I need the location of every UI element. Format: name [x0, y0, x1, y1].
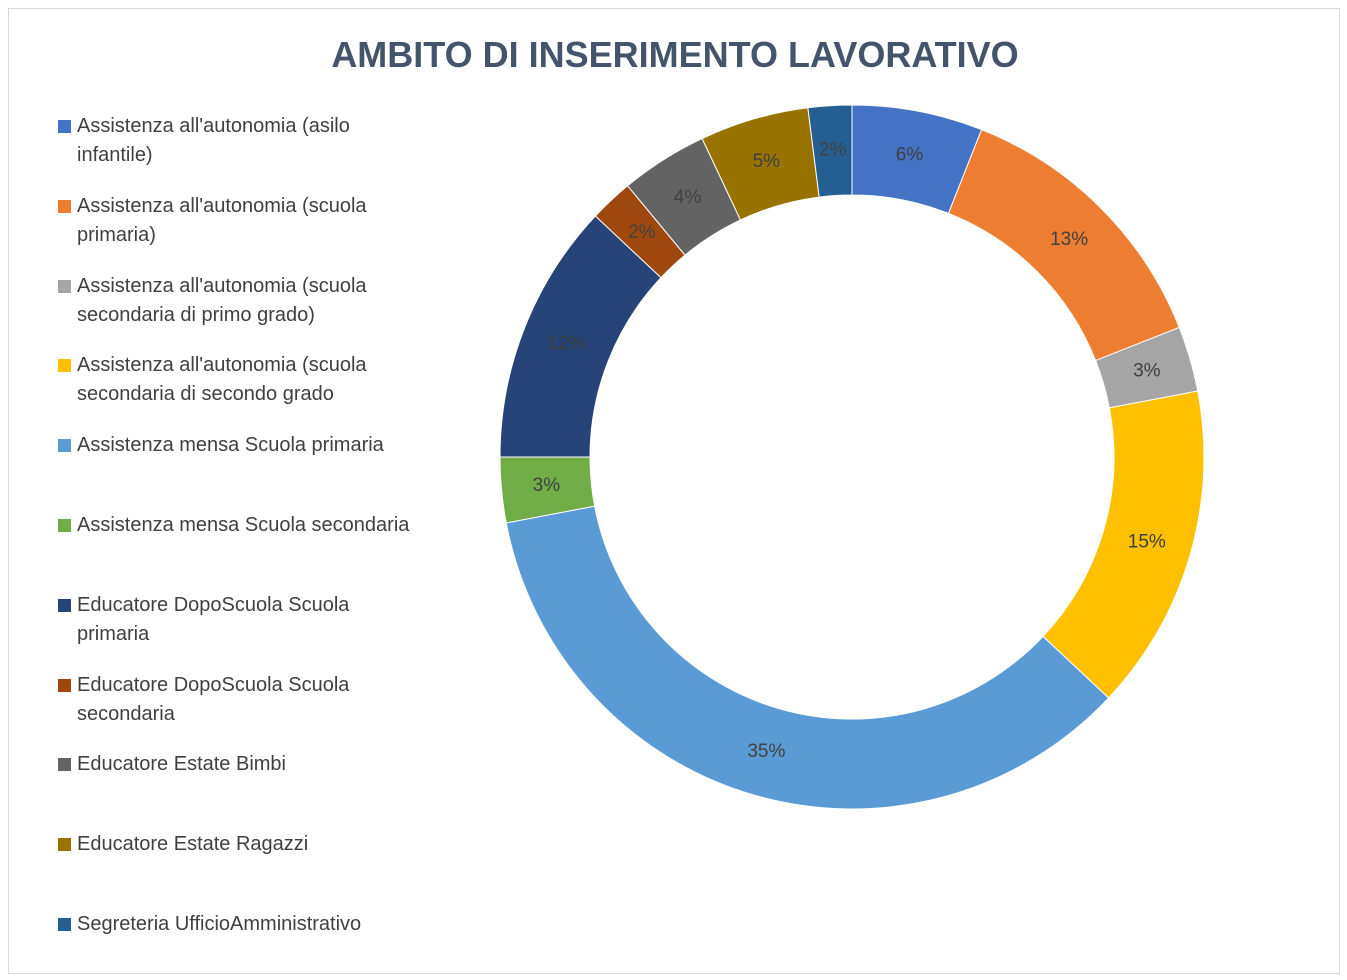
legend-swatch [58, 758, 71, 772]
data-label: 35% [747, 741, 785, 762]
legend-swatch [58, 199, 71, 213]
legend-label: Segreteria UfficioAmministrativo [77, 913, 362, 935]
donut-slice [1042, 390, 1205, 699]
data-label: 13% [1050, 229, 1088, 250]
legend-swatch [58, 678, 71, 692]
legend-item: Assistenza all'autonomia (scuola seconda… [58, 272, 418, 330]
donut-slice [807, 104, 853, 198]
legend-item: Assistenza all'autonomia (asilo infantil… [58, 112, 418, 170]
legend-swatch [58, 359, 71, 373]
legend-label: Assistenza all'autonomia (scuola primari… [77, 194, 367, 246]
legend-item: Assistenza all'autonomia (scuola primari… [58, 192, 418, 250]
legend-swatch [58, 838, 71, 852]
legend-item: Educatore DopoScuola Scuola primaria [58, 591, 418, 649]
legend-swatch [58, 120, 71, 133]
data-label: 3% [1133, 360, 1161, 381]
legend-item: Educatore Estate Bimbi [58, 750, 418, 779]
legend-label: Assistenza all'autonomia (scuola seconda… [77, 274, 367, 326]
legend-item: Assistenza mensa Scuola primaria [58, 431, 418, 460]
data-label: 3% [533, 475, 561, 496]
legend-label: Educatore DopoScuola Scuola secondaria [77, 673, 350, 725]
legend-swatch [58, 439, 71, 453]
donut-slice [505, 505, 1110, 810]
legend-item: Educatore Estate Ragazzi [58, 830, 418, 859]
legend-item: Assistenza all'autonomia (scuola seconda… [58, 351, 418, 409]
legend-label: Assistenza all'autonomia (scuola seconda… [77, 354, 367, 406]
legend-label: Educatore DopoScuola Scuola primaria [77, 593, 350, 645]
data-label: 12% [548, 333, 586, 354]
data-label: 4% [674, 187, 702, 208]
legend-label: Assistenza all'autonomia (asilo infantil… [77, 115, 350, 166]
legend-label: Assistenza mensa Scuola primaria [77, 434, 384, 457]
legend-swatch [58, 519, 71, 532]
legend-item: Segreteria UfficioAmministrativo [58, 910, 418, 939]
legend-swatch [58, 598, 71, 612]
legend-swatch [58, 279, 71, 293]
chart-frame [8, 8, 1340, 974]
chart-title: AMBITO DI INSERIMENTO LAVORATIVO [331, 34, 1018, 75]
legend-swatch [58, 918, 71, 931]
data-label: 2% [628, 222, 656, 243]
legend-item: Educatore DopoScuola Scuola secondaria [58, 671, 418, 729]
legend-label: Educatore Estate Bimbi [77, 753, 286, 776]
legend-label: Assistenza mensa Scuola secondaria [77, 514, 410, 536]
data-label: 5% [753, 151, 781, 172]
data-label: 6% [896, 144, 924, 165]
legend-item: Assistenza mensa Scuola secondaria [58, 511, 418, 540]
legend-label: Educatore Estate Ragazzi [77, 833, 309, 856]
data-label: 2% [819, 140, 847, 161]
data-label: 15% [1128, 532, 1166, 553]
